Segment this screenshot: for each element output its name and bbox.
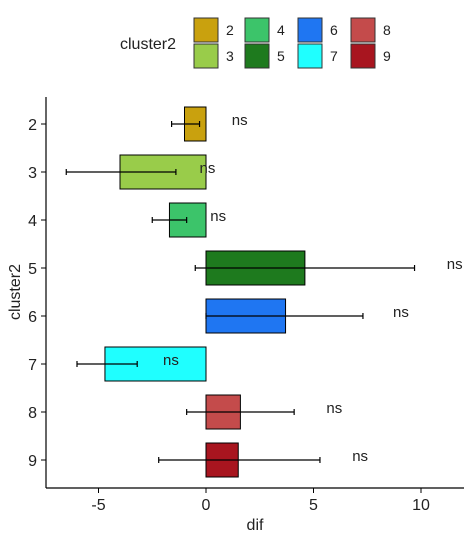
y-tick-label: 4 xyxy=(28,213,37,230)
significance-label-2: ns xyxy=(232,112,248,129)
y-tick-label: 7 xyxy=(28,357,37,374)
x-tick-label: 0 xyxy=(202,497,211,514)
legend-label-4: 4 xyxy=(277,22,285,38)
significance-label-8: ns xyxy=(326,400,342,417)
legend: cluster2 2 3 4 5 6 7 8 9 xyxy=(120,17,391,69)
legend-swatch-9 xyxy=(350,43,376,69)
legend-label-3: 3 xyxy=(226,48,234,64)
x-axis-label: dif xyxy=(247,517,264,534)
significance-label-4: ns xyxy=(210,208,226,225)
y-tick-label: 2 xyxy=(28,117,37,134)
legend-label-8: 8 xyxy=(383,22,391,38)
x-ticks: -5 0 5 10 xyxy=(91,488,430,514)
x-tick-label: -5 xyxy=(91,497,105,514)
y-tick-label: 6 xyxy=(28,309,37,326)
legend-swatch-8 xyxy=(350,17,376,43)
legend-label-7: 7 xyxy=(330,48,338,64)
legend-label-6: 6 xyxy=(330,22,338,38)
annotations: ns ns ns ns ns ns ns ns xyxy=(163,112,463,465)
y-tick-label: 3 xyxy=(28,165,37,182)
x-tick-label: 10 xyxy=(412,497,430,514)
legend-swatch-3 xyxy=(193,43,219,69)
legend-label-2: 2 xyxy=(226,22,234,38)
y-ticks: 2 3 4 5 6 7 8 9 xyxy=(28,117,46,470)
significance-label-3: ns xyxy=(200,160,216,177)
legend-swatch-4 xyxy=(244,17,270,43)
legend-swatch-5 xyxy=(244,43,270,69)
y-tick-label: 5 xyxy=(28,261,37,278)
significance-label-9: ns xyxy=(352,448,368,465)
legend-swatch-7 xyxy=(297,43,323,69)
legend-label-9: 9 xyxy=(383,48,391,64)
error-bars xyxy=(65,121,416,463)
y-tick-label: 8 xyxy=(28,405,37,422)
significance-label-6: ns xyxy=(393,304,409,321)
legend-label-5: 5 xyxy=(277,48,285,64)
y-axis-label: cluster2 xyxy=(7,264,24,320)
significance-label-5: ns xyxy=(447,256,463,273)
x-tick-label: 5 xyxy=(309,497,318,514)
legend-title: cluster2 xyxy=(120,36,176,53)
plot-area: 2 3 4 5 6 7 8 9 -5 0 5 10 ns ns ns ns ns ns ns ns xyxy=(28,97,464,514)
y-tick-label: 9 xyxy=(28,453,37,470)
legend-items: 2 3 4 5 6 7 8 9 xyxy=(193,17,391,69)
legend-swatch-6 xyxy=(297,17,323,43)
legend-swatch-2 xyxy=(193,17,219,43)
significance-label-7: ns xyxy=(163,352,179,369)
